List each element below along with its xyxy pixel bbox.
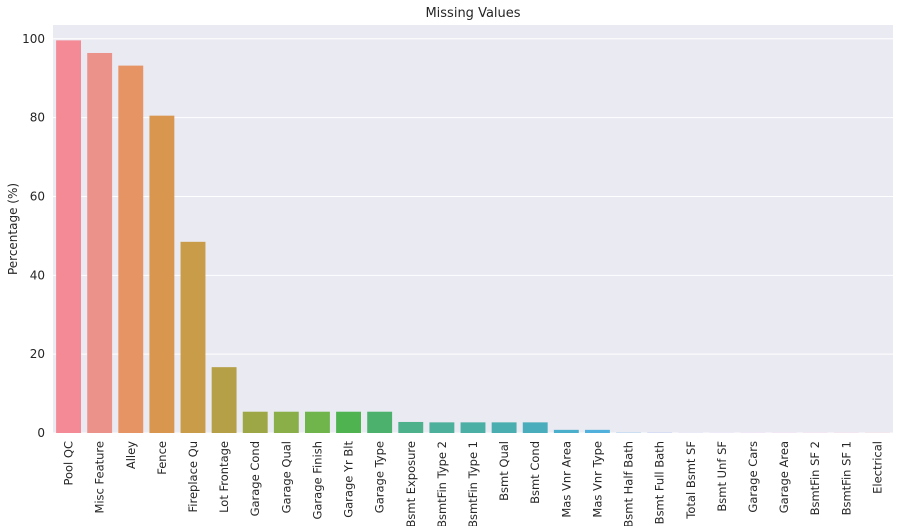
y-tick-label: 20 [30,347,45,361]
bar-pool-qc [56,40,81,434]
bar-alley [118,65,144,433]
x-tick-label: Misc Feature [93,441,107,514]
bar-fence [149,115,175,434]
x-tick-label: Garage Cars [746,441,760,513]
x-tick-label: Lot Frontage [217,441,231,513]
chart-title: Missing Values [425,6,520,21]
x-tick-label: Fireplace Qu [186,441,200,512]
x-tick-label: Bsmt Exposure [404,441,418,526]
x-tick-label: Pool QC [62,441,76,486]
bar-fireplace-qu [180,241,206,433]
y-tick-label: 60 [30,189,45,203]
bar-garage-cond [242,411,268,433]
bar-lot-frontage [211,367,237,433]
x-tick-label: Bsmt Half Bath [622,441,636,526]
x-tick-label: Electrical [870,441,884,494]
bar-mas-vnr-area [553,429,579,433]
bar-bsmtfin-type-1 [460,422,486,433]
x-tick-label: Mas Vnr Area [559,441,573,518]
x-tick-label: Garage Finish [310,441,324,520]
y-tick-label: 40 [30,268,45,282]
x-tick-label: Garage Area [777,441,791,513]
bar-bsmt-exposure [398,421,424,433]
bars-group [56,40,890,434]
x-tick-label: BsmtFin Type 2 [435,441,449,526]
bar-garage-qual [273,411,299,433]
x-tick-label: Bsmt Qual [497,441,511,501]
bar-bsmt-qual [491,422,517,433]
x-tick-label: BsmtFin SF 1 [839,441,853,515]
bar-bsmt-cond [522,422,548,433]
y-tick-label: 80 [30,111,45,125]
x-tick-label: Alley [124,441,138,469]
x-tick-label: Bsmt Unf SF [715,441,729,512]
x-tick-label: Garage Yr Blt [342,441,356,518]
x-tick-label: BsmtFin Type 1 [466,441,480,526]
bar-bsmtfin-type-2 [429,422,455,433]
x-tick-label: BsmtFin SF 2 [808,441,822,515]
y-tick-label: 0 [37,426,45,440]
x-tick-label: Bsmt Cond [528,441,542,504]
bar-mas-vnr-type [585,429,610,433]
x-tick-label: Mas Vnr Type [590,441,604,518]
x-tick-label: Fence [155,441,169,475]
bar-garage-yr-blt [336,411,361,433]
y-axis-ticks: 0 20 40 60 80 100 [22,32,45,440]
y-tick-label: 100 [22,32,45,46]
x-axis-ticks: Pool QC Misc Feature Alley Fence Fireplace Q… [62,441,885,526]
x-tick-label: Total Bsmt SF [684,441,698,520]
bar-misc-feature [87,52,113,434]
bar-garage-type [367,411,393,433]
x-tick-label: Bsmt Full Bath [653,441,667,524]
plot-background [53,25,893,433]
x-tick-label: Garage Qual [279,441,293,513]
bar-garage-finish [305,411,330,433]
x-tick-label: Garage Type [373,441,387,513]
x-tick-label: Garage Cond [248,441,262,516]
y-axis-label: Percentage (%) [6,183,20,275]
